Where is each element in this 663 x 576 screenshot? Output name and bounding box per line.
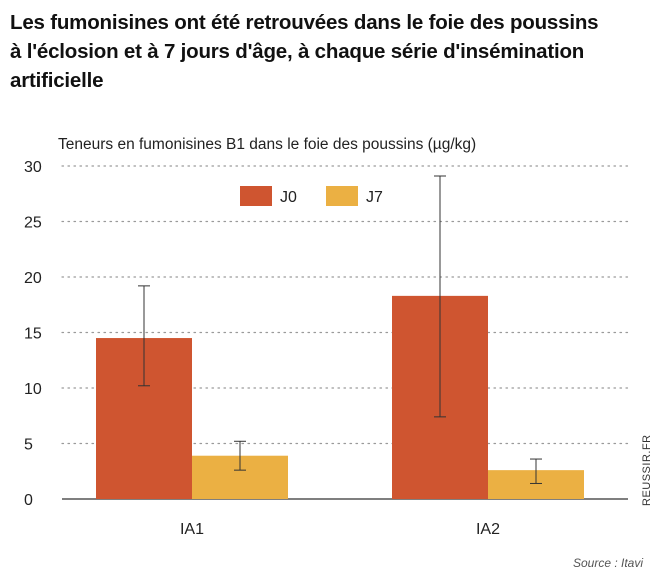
source-note: Source : Itavi [572,556,643,570]
chart-title: Les fumonisines ont été retrouvées dans … [10,8,610,95]
y-tick-label-10: 10 [24,381,42,398]
y-tick-label-15: 15 [24,326,42,343]
legend-label-J0: J0 [280,189,297,206]
legend-label-J7: J7 [366,189,383,206]
chart-subtitle: Teneurs en fumonisines B1 dans le foie d… [58,136,477,153]
y-tick-label-0: 0 [24,492,33,509]
watermark: REUSSIR.FR [641,434,653,506]
legend-swatch-J0 [240,186,272,206]
x-tick-label-IA1: IA1 [180,521,204,538]
y-tick-label-25: 25 [24,215,42,232]
y-tick-label-5: 5 [24,437,33,454]
x-tick-label-IA2: IA2 [476,521,500,538]
title-line-2: à l'éclosion et à 7 jours d'âge, à chaqu… [10,40,585,63]
title-line-3: artificielle [10,69,104,92]
y-tick-label-20: 20 [24,270,42,287]
legend-swatch-J7 [326,186,358,206]
title-line-1: Les fumonisines ont été retrouvées dans … [10,11,599,34]
y-tick-label-30: 30 [24,159,42,176]
